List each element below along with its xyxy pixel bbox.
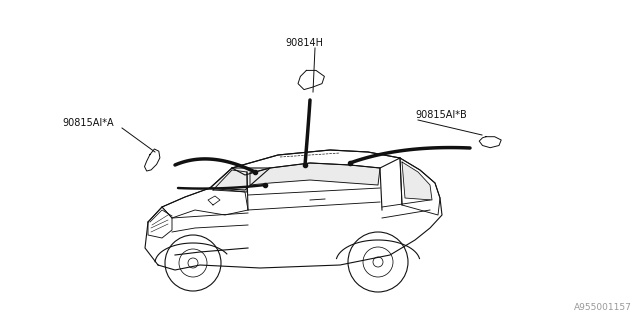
Text: 90814H: 90814H <box>285 38 323 48</box>
Text: 90815AI*A: 90815AI*A <box>62 118 114 128</box>
Polygon shape <box>210 168 270 190</box>
Polygon shape <box>213 170 247 192</box>
Text: 90815AI*B: 90815AI*B <box>415 110 467 120</box>
Polygon shape <box>402 162 432 200</box>
Text: A955001157: A955001157 <box>574 303 632 312</box>
Polygon shape <box>250 163 380 185</box>
